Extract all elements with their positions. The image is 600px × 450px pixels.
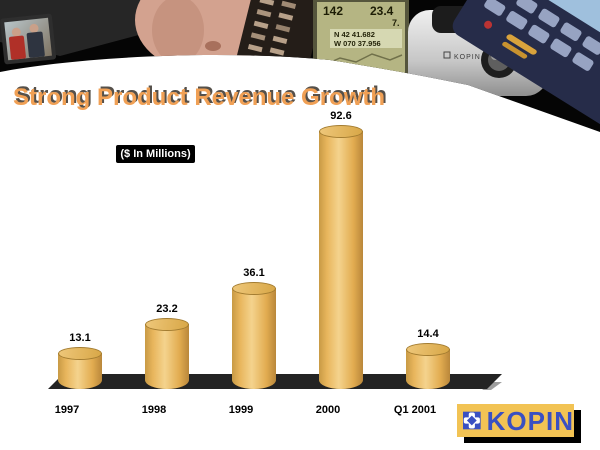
bar-value-label: 13.1	[69, 332, 91, 344]
cylinder-body	[232, 288, 276, 389]
face-shading	[152, 0, 204, 64]
bar-value-label: 92.6	[330, 110, 352, 122]
person-two-dark-shirt	[26, 31, 45, 58]
cylinder-top	[406, 343, 450, 356]
cylinder-top	[145, 318, 189, 331]
bar-value-label: 14.4	[417, 328, 439, 340]
cylinder-body	[319, 131, 363, 389]
kopin-logo: KOPIN	[457, 404, 574, 437]
cylinder-top	[319, 125, 363, 138]
slide-title: Strong Product Revenue Growth	[13, 84, 386, 111]
gps-reading-value: 23.4	[370, 4, 394, 18]
person-one-head	[11, 27, 21, 37]
gps-latitude: N 42 41.682	[334, 30, 375, 39]
photo-collage-banner: 142 23.4 7. N 42 41.682 W 070 37.956 KOP…	[0, 0, 600, 132]
camera-brand-label: KOPIN	[454, 54, 481, 61]
gps-small-reading: 7.	[392, 18, 400, 28]
category-label-1998: 1998	[141, 404, 167, 416]
gold-brand-mark-2	[502, 41, 528, 59]
cylinder-top	[232, 282, 276, 295]
nose-shadow	[205, 41, 221, 51]
cylinder-body	[145, 324, 189, 389]
camcorder-screen	[0, 13, 57, 65]
bar-1997: 13.1	[58, 332, 102, 389]
bar-1999: 36.1	[232, 267, 276, 389]
kopin-logo-icon	[463, 411, 481, 430]
person-two-head	[29, 23, 39, 33]
cylinder-top	[58, 347, 102, 360]
bar-2000: 92.6	[319, 110, 363, 389]
bar-value-label: 36.1	[243, 267, 265, 279]
gold-brand-mark	[506, 34, 537, 55]
gps-longitude: W 070 37.956	[334, 39, 381, 48]
person-one-red-shirt	[8, 35, 26, 60]
gps-map-lines	[321, 53, 403, 67]
bar-Q1 2001: 14.4	[406, 328, 450, 389]
units-label: ($ In Millions)	[116, 145, 195, 163]
category-label-1999: 1999	[228, 404, 254, 416]
category-label-Q1 2001: Q1 2001	[393, 404, 437, 416]
category-label-1997: 1997	[54, 404, 80, 416]
chart-floor-shadow	[482, 382, 502, 390]
navy-phone	[452, 0, 600, 132]
gps-heading-value: 142	[323, 4, 343, 18]
bar-value-label: 23.2	[156, 303, 178, 315]
navy-phone-keys	[484, 0, 600, 71]
kopin-logo-text: KOPIN	[486, 405, 574, 436]
bar-1998: 23.2	[145, 303, 189, 389]
category-label-2000: 2000	[315, 404, 341, 416]
gps-coord-box	[330, 29, 402, 48]
